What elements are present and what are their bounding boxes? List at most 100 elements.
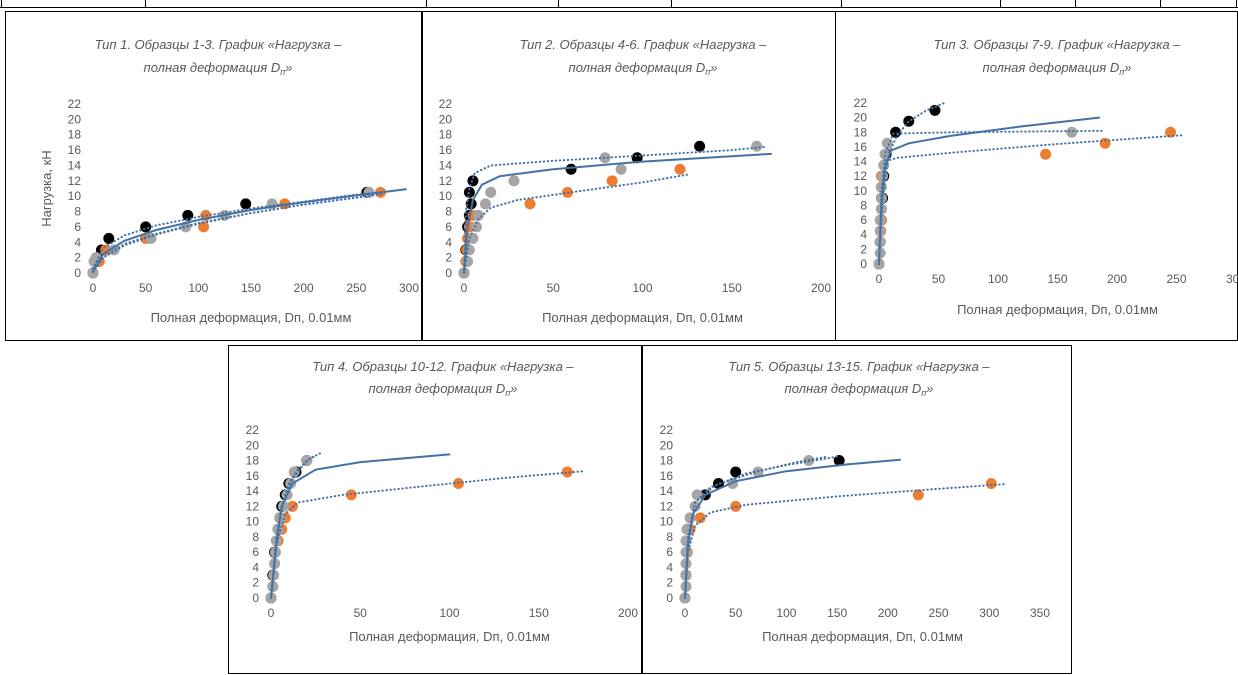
chart-2-x-tick-label: 50 — [547, 281, 561, 295]
chart-5-series-1-point — [730, 466, 742, 478]
chart-4-x-tick-label: 150 — [529, 606, 549, 620]
chart-panel-type-1: Тип 1. Образцы 1-3. График «Нагрузка – по… — [5, 11, 422, 341]
chart-2-y-tick-label: 20 — [439, 112, 453, 126]
chart-5-x-tick-label: 50 — [729, 606, 743, 620]
chart-1-trendline-4 — [92, 193, 379, 274]
chart-4-y-tick-label: 6 — [252, 545, 259, 559]
chart-4-x-tick-label: 200 — [618, 606, 638, 620]
chart-3-title-line-1: Тип 3. Образцы 7-9. График «Нагрузка – — [934, 37, 1182, 52]
chart-5-y-tick-label: 16 — [660, 469, 674, 483]
chart-1-y-tick-label: 4 — [74, 235, 81, 249]
chart-3-y-tick-label: 10 — [854, 184, 868, 198]
chart-2-x-tick-label: 100 — [632, 281, 652, 295]
chart-5-trendline-1 — [684, 458, 901, 599]
chart-2-y-tick-label: 14 — [439, 158, 453, 172]
chart-1-y-tick-label: 0 — [74, 266, 81, 280]
chart-3-series-2-point — [1165, 126, 1177, 138]
chart-3-x-tick-label: 200 — [1107, 272, 1127, 286]
chart-2-series-3-point — [485, 186, 497, 198]
chart-2-y-tick-label: 10 — [439, 189, 453, 203]
chart-5-x-tick-label: 0 — [682, 606, 689, 620]
chart-1-x-axis-title: Полная деформация, Dп, 0.01мм — [151, 310, 352, 325]
chart-2-trendline-3 — [463, 173, 689, 274]
chart-3-series-3-point — [881, 137, 893, 149]
chart-5-y-tick-label: 0 — [666, 591, 673, 605]
chart-4-x-axis-title: Полная деформация, Dп, 0.01мм — [349, 629, 550, 644]
chart-4-x-tick-label: 0 — [268, 606, 275, 620]
chart-3-x-tick-label: 0 — [876, 272, 883, 286]
chart-5-x-tick-label: 300 — [979, 606, 999, 620]
chart-3-y-tick-label: 12 — [854, 169, 868, 183]
chart-3-x-tick-label: 300 — [1226, 272, 1238, 286]
chart-4-y-tick-label: 2 — [252, 576, 259, 590]
chart-5-y-tick-label: 6 — [666, 545, 673, 559]
chart-4-x-tick-label: 100 — [439, 606, 459, 620]
chart-2-title-line-1: Тип 2. Образцы 4-6. График «Нагрузка – — [520, 37, 768, 52]
chart-2-x-tick-label: 200 — [811, 281, 831, 295]
chart-1-trendline-3 — [92, 192, 384, 273]
chart-1-x-tick-label: 0 — [90, 281, 97, 295]
chart-1-x-tick-label: 200 — [294, 281, 314, 295]
chart-1-y-tick-label: 14 — [68, 158, 82, 172]
chart-5-y-tick-label: 22 — [660, 423, 674, 437]
chart-2-y-tick-label: 6 — [445, 220, 452, 234]
top-table-border — [0, 0, 1238, 9]
chart-1-series-3-point — [145, 232, 157, 244]
chart-2-series-3-point — [751, 140, 763, 152]
chart-2-x-tick-label: 0 — [461, 281, 468, 295]
chart-5-x-tick-label: 200 — [878, 606, 898, 620]
chart-3-svg: Тип 3. Образцы 7-9. График «Нагрузка – по… — [854, 37, 1238, 317]
chart-2-x-tick-label: 150 — [722, 281, 742, 295]
chart-4-y-tick-label: 8 — [252, 530, 259, 544]
chart-4-y-tick-label: 16 — [246, 469, 260, 483]
chart-2-series-3-point — [467, 232, 479, 244]
chart-3-trendline-4 — [878, 129, 1107, 265]
chart-4-y-tick-label: 14 — [246, 484, 260, 498]
chart-3-series-2-point — [1040, 148, 1052, 160]
chart-2-y-tick-label: 4 — [445, 235, 452, 249]
chart-2-series-2-point — [674, 163, 686, 175]
chart-5-y-tick-label: 14 — [660, 484, 674, 498]
chart-5-series-2-point — [985, 477, 997, 489]
chart-2-y-tick-label: 12 — [439, 174, 453, 188]
chart-1-series-2-point — [198, 221, 210, 233]
chart-5-y-tick-label: 4 — [666, 560, 673, 574]
chart-2-series-3-point — [508, 175, 520, 187]
chart-1-trendline-2 — [92, 190, 389, 270]
chart-4-y-tick-label: 18 — [246, 454, 260, 468]
chart-4-series-3-point — [288, 466, 300, 478]
chart-4-y-tick-label: 0 — [252, 591, 259, 605]
chart-1-title-line-2: полная деформация Dп» — [144, 60, 293, 77]
chart-2-series-1-point — [694, 140, 706, 152]
chart-4-x-tick-label: 50 — [354, 606, 368, 620]
chart-4-svg: Тип 4. Образцы 10-12. График «Нагрузка –… — [246, 359, 639, 644]
chart-5-series-1-point — [712, 477, 724, 489]
chart-panel-type-2: Тип 2. Образцы 4-6. График «Нагрузка – по… — [422, 11, 837, 341]
chart-3-trendline-1 — [878, 116, 1101, 265]
chart-2-x-axis-title: Полная деформация, Dп, 0.01мм — [542, 310, 743, 325]
chart-5-trendline-4 — [684, 455, 828, 599]
chart-1-x-tick-label: 100 — [188, 281, 208, 295]
chart-1-trendline-1 — [92, 188, 407, 272]
chart-1-title-line-1: Тип 1. Образцы 1-3. График «Нагрузка – — [95, 37, 343, 52]
chart-1-y-tick-label: 2 — [74, 251, 81, 265]
chart-2-series-2-point — [524, 198, 536, 210]
chart-3-y-tick-label: 2 — [860, 242, 867, 256]
chart-3-x-tick-label: 250 — [1166, 272, 1186, 286]
chart-panel-type-4: Тип 4. Образцы 10-12. График «Нагрузка –… — [228, 345, 642, 674]
chart-3-title-line-2: полная деформация Dп» — [983, 60, 1132, 77]
chart-1-x-tick-label: 50 — [139, 281, 153, 295]
chart-1-y-tick-label: 12 — [68, 174, 82, 188]
chart-5-y-tick-label: 10 — [660, 515, 674, 529]
chart-5-y-tick-label: 12 — [660, 499, 674, 513]
chart-3-series-3-point — [1066, 126, 1078, 138]
chart-2-y-tick-label: 0 — [445, 266, 452, 280]
chart-3-y-tick-label: 4 — [860, 228, 867, 242]
chart-1-series-1-point — [240, 198, 252, 210]
chart-4-y-tick-label: 20 — [246, 438, 260, 452]
chart-2-trendline-1 — [463, 152, 772, 274]
chart-3-x-axis-title: Полная деформация, Dп, 0.01мм — [957, 302, 1158, 317]
chart-4-y-tick-label: 4 — [252, 560, 259, 574]
chart-1-y-tick-label: 6 — [74, 220, 81, 234]
chart-5-y-tick-label: 20 — [660, 438, 674, 452]
